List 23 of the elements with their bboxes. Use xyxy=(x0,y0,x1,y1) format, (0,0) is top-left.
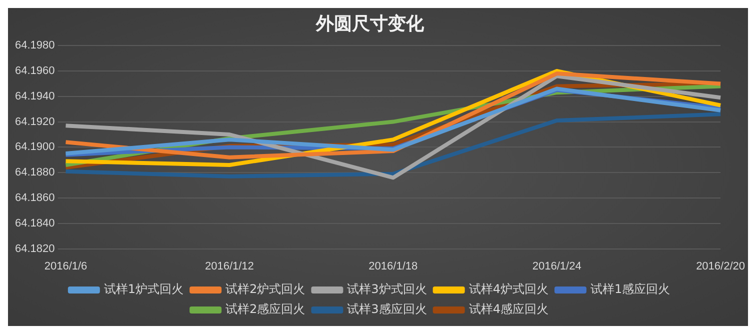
chart-title: 外圆尺寸变化 xyxy=(315,13,425,34)
x-tick-label: 2016/1/18 xyxy=(368,260,418,272)
legend-label: 试样3炉式回火 xyxy=(347,282,427,296)
y-tick-label: 64.1820 xyxy=(14,242,55,255)
legend-label: 试样2感应回火 xyxy=(226,302,306,316)
x-tick-label: 2016/2/20 xyxy=(696,260,745,272)
y-tick-label: 64.1940 xyxy=(14,90,55,102)
legend-label: 试样4感应回火 xyxy=(468,302,548,316)
y-tick-label: 64.1860 xyxy=(14,192,55,204)
y-tick-label: 64.1920 xyxy=(14,116,55,128)
legend-label: 试样3感应回火 xyxy=(347,302,427,316)
y-tick-label: 64.1840 xyxy=(14,217,55,230)
y-tick-label: 64.1900 xyxy=(14,141,55,154)
legend-label: 试样1感应回火 xyxy=(590,282,670,296)
y-tick-label: 64.1980 xyxy=(14,40,55,52)
legend-label: 试样2炉式回火 xyxy=(226,282,306,296)
y-tick-label: 64.1880 xyxy=(14,166,55,179)
y-tick-label: 64.1960 xyxy=(14,65,55,78)
x-tick-label: 2016/1/24 xyxy=(532,260,582,272)
x-tick-label: 2016/1/12 xyxy=(204,260,254,272)
x-tick-label: 2016/1/6 xyxy=(44,260,88,272)
legend-label: 试样4炉式回火 xyxy=(468,282,548,296)
legend-label: 试样1炉式回火 xyxy=(104,282,184,296)
